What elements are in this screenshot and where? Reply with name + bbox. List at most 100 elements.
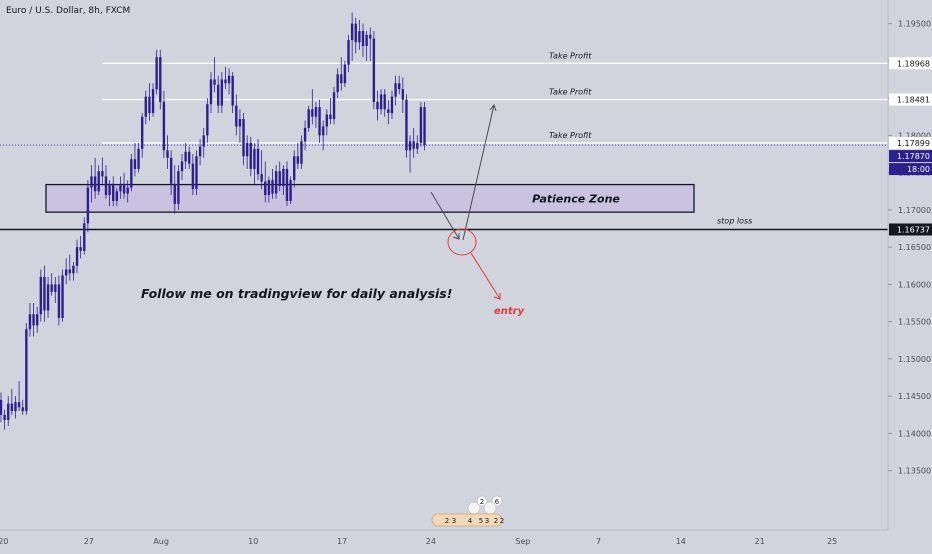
candle[interactable] [64,258,68,285]
candle[interactable] [264,161,267,203]
candle[interactable] [303,120,307,151]
candle[interactable] [278,161,281,192]
candle[interactable] [354,17,357,54]
candle[interactable] [119,176,122,199]
candle[interactable] [318,99,321,143]
patience-zone-box[interactable] [45,183,695,213]
candle[interactable] [126,180,129,203]
candle[interactable] [405,94,408,158]
candle[interactable] [416,135,419,155]
candle[interactable] [184,142,187,169]
candle[interactable] [115,187,119,207]
candle[interactable] [195,150,198,195]
candle[interactable] [133,142,137,177]
event-badges[interactable]: 2 6 2 3 4 5 3 2 2 [431,495,504,527]
candle[interactable] [343,60,347,87]
candle[interactable] [97,165,100,195]
candle[interactable] [358,19,361,50]
candle[interactable] [72,262,75,281]
candle[interactable] [213,57,216,93]
candle[interactable] [376,90,379,121]
candle[interactable] [43,265,46,322]
event-badge-flag-icon[interactable] [483,501,497,515]
candle[interactable] [361,23,365,58]
candle[interactable] [340,57,343,91]
entry-circle[interactable] [447,228,477,256]
candle[interactable] [198,139,202,166]
candle[interactable] [101,157,104,184]
candle[interactable] [419,101,423,147]
candle[interactable] [162,90,166,158]
candle[interactable] [220,72,224,114]
candle[interactable] [57,275,61,326]
candle[interactable] [387,99,390,125]
candle[interactable] [423,101,426,151]
candle[interactable] [394,75,397,106]
candle[interactable] [104,165,108,199]
candle[interactable] [108,180,111,207]
candle[interactable] [177,165,180,210]
candle[interactable] [17,381,21,412]
candle[interactable] [46,276,50,318]
candle[interactable] [398,75,401,95]
candle[interactable] [180,154,184,181]
candle[interactable] [408,135,412,173]
candle[interactable] [83,217,86,255]
candle[interactable] [79,235,82,259]
candle[interactable] [0,392,3,423]
candle[interactable] [7,396,10,426]
candle[interactable] [235,94,238,136]
candle[interactable] [188,146,191,169]
candle[interactable] [28,303,32,337]
candle[interactable] [365,31,368,61]
candle[interactable] [332,86,336,125]
candle[interactable] [151,83,155,117]
candle[interactable] [267,176,271,203]
candle[interactable] [130,154,133,192]
candle[interactable] [245,135,249,169]
candle[interactable] [296,142,300,169]
candle[interactable] [122,172,126,199]
candle[interactable] [227,68,231,95]
event-badge[interactable] [476,495,488,507]
candle[interactable] [289,176,292,204]
candle[interactable] [90,165,93,203]
candle[interactable] [10,388,14,415]
candle[interactable] [39,269,43,322]
candle[interactable] [173,165,176,214]
candle[interactable] [54,276,57,304]
candle[interactable] [50,273,53,296]
candle[interactable] [285,161,289,207]
candle[interactable] [166,135,169,169]
candle[interactable] [242,113,245,166]
candle[interactable] [350,12,354,61]
candle[interactable] [137,142,140,173]
candle[interactable] [217,75,220,114]
candle[interactable] [224,66,227,90]
candle[interactable] [372,31,376,110]
candle[interactable] [75,239,79,274]
candle[interactable] [300,135,303,169]
candle[interactable] [325,109,328,136]
candle[interactable] [202,127,205,158]
candle[interactable] [260,150,263,190]
candle[interactable] [369,27,372,61]
candle[interactable] [336,68,339,99]
candle[interactable] [347,34,350,73]
candle[interactable] [93,157,97,199]
candle[interactable] [169,150,173,195]
candle[interactable] [159,49,162,110]
candle[interactable] [238,109,242,143]
candle[interactable] [155,49,158,95]
candle[interactable] [209,72,213,114]
candle[interactable] [282,165,285,195]
candle[interactable] [249,136,252,177]
candle[interactable] [191,154,195,195]
candle[interactable] [383,89,386,117]
event-badge-strip[interactable] [431,513,503,527]
candle[interactable] [32,303,35,337]
candle[interactable] [68,254,71,281]
candle[interactable] [401,77,405,114]
candle[interactable] [148,83,151,121]
